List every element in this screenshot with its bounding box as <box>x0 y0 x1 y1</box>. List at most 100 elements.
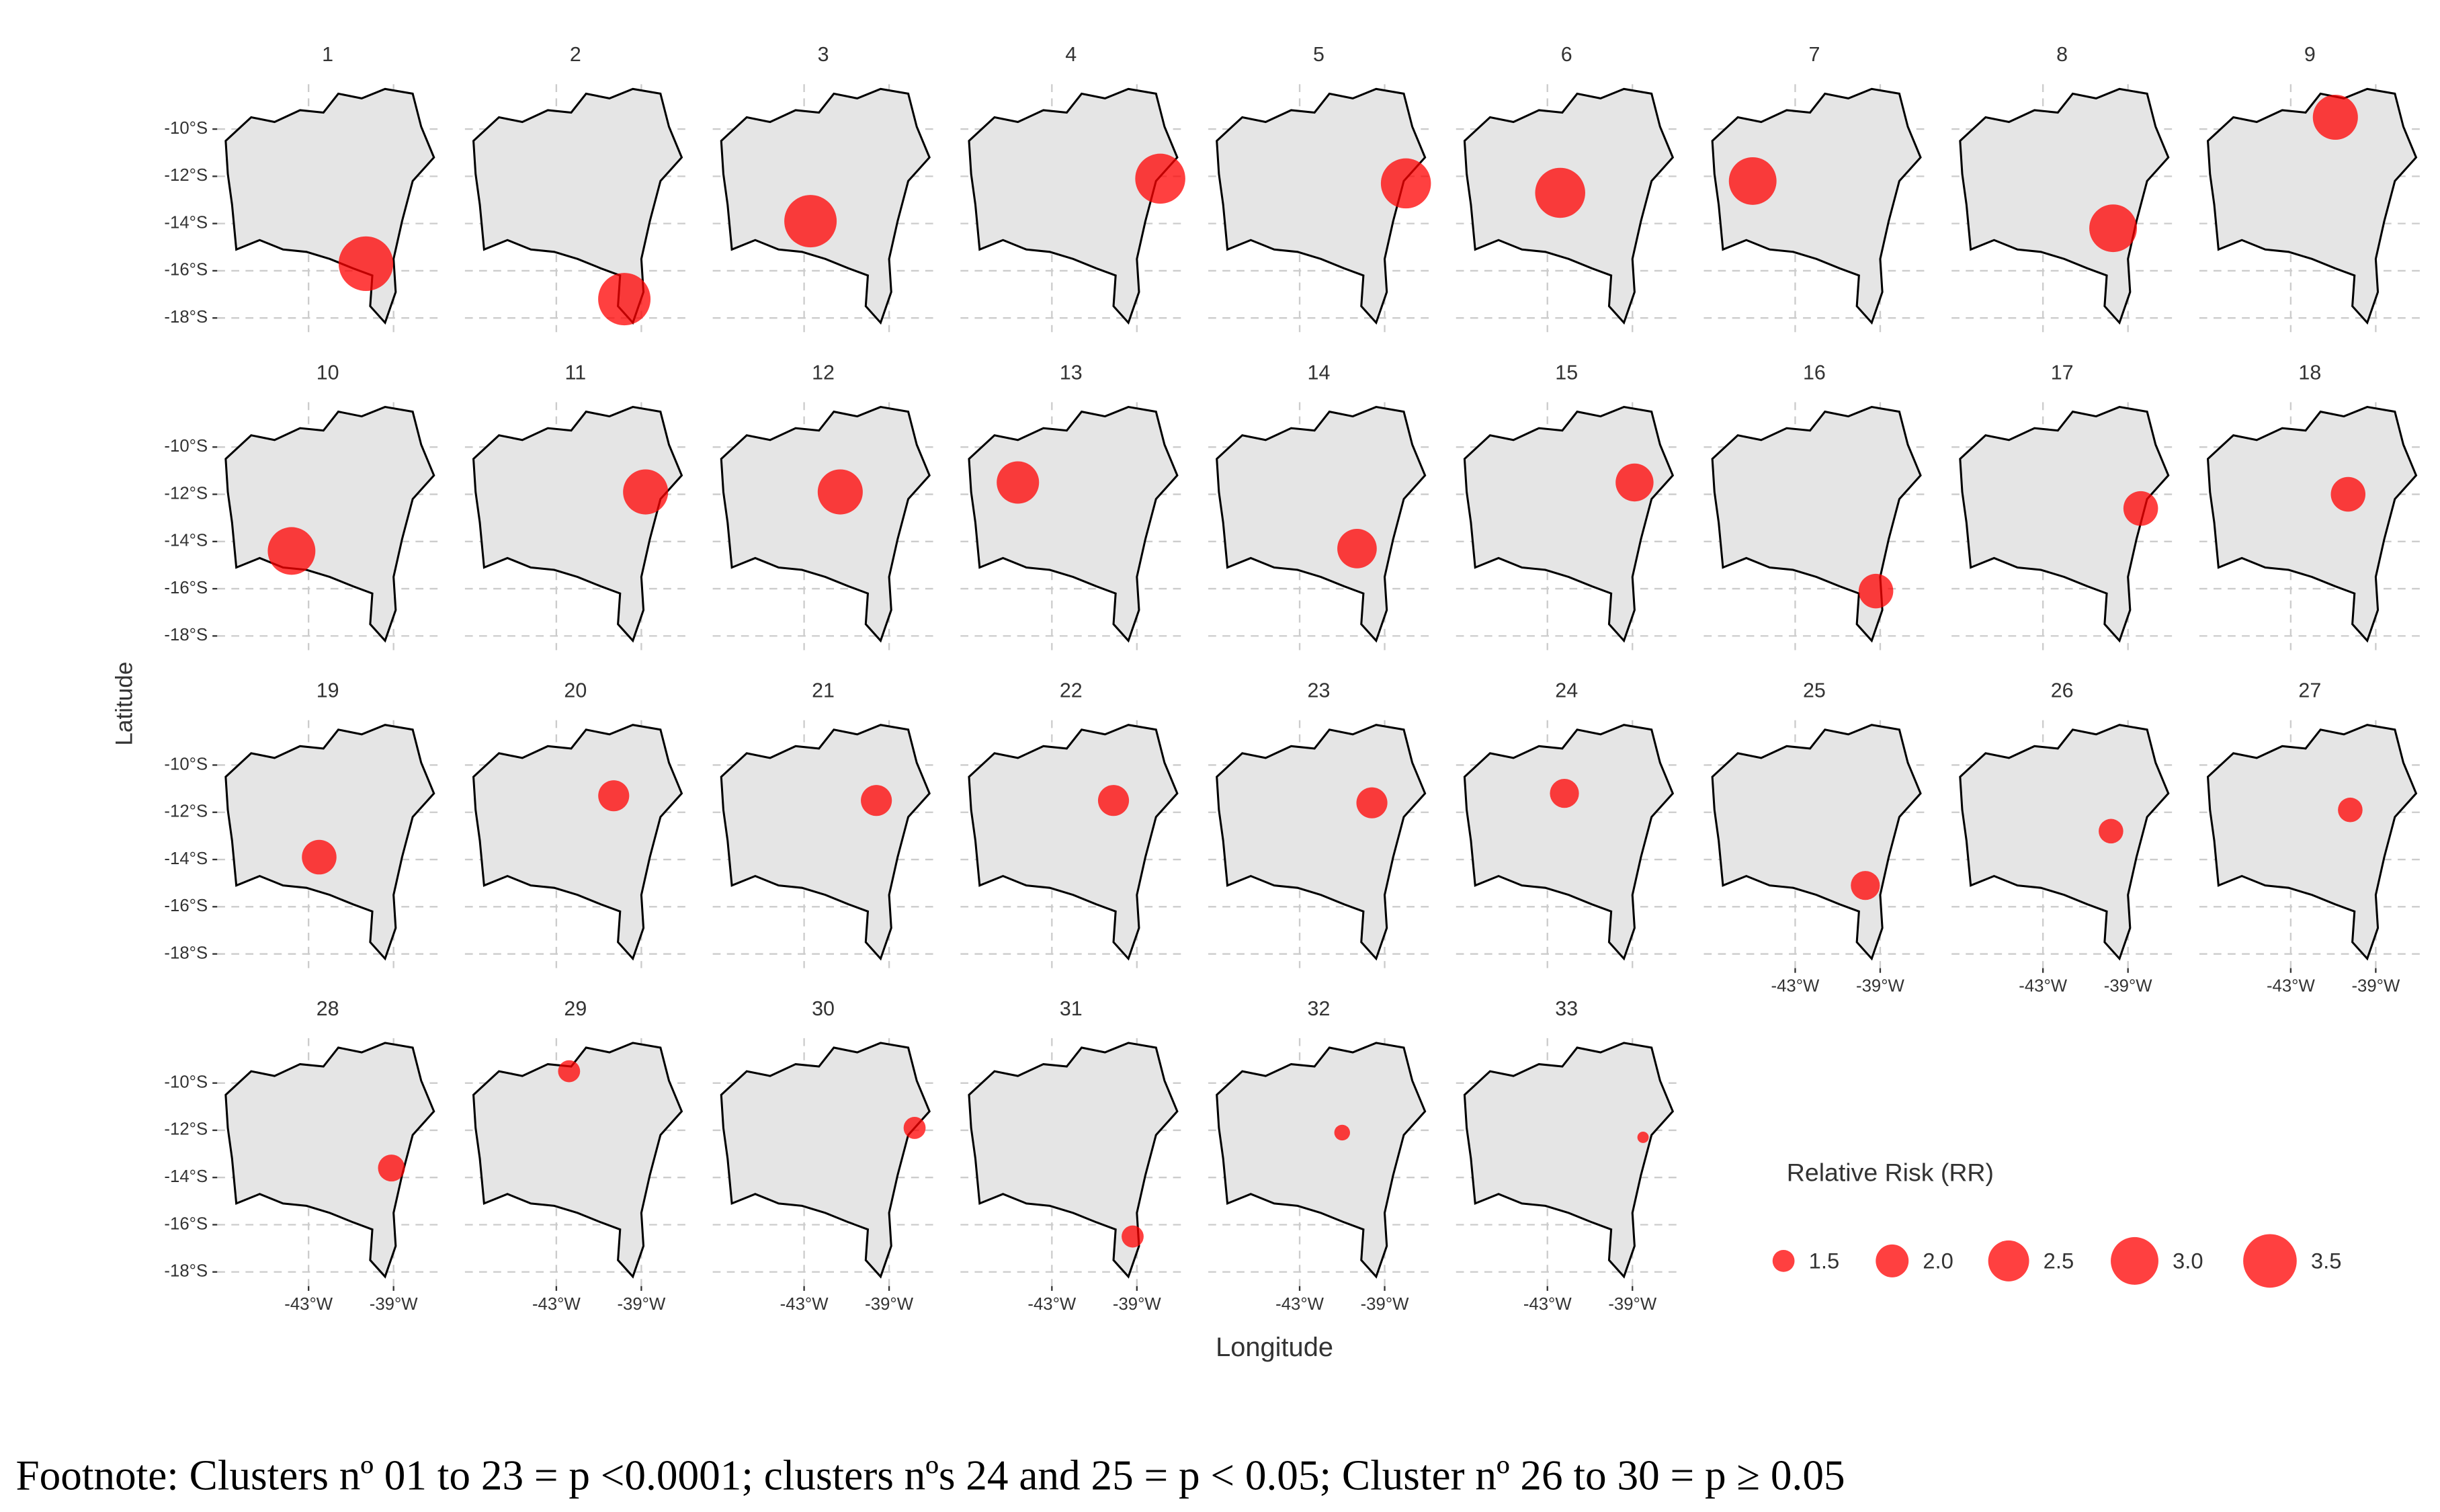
legend-label: 2.5 <box>2044 1248 2074 1273</box>
facet: 2 <box>464 43 686 333</box>
facet-title: 29 <box>564 997 587 1020</box>
facet-title: 2 <box>570 43 581 66</box>
x-tick-label: -43°W <box>1523 1295 1572 1314</box>
state-outline <box>968 1042 1179 1279</box>
cluster-bubble <box>1535 167 1585 218</box>
state-outline <box>2206 405 2418 643</box>
facet: 24 <box>1456 679 1677 968</box>
y-tick-label: -14°S <box>164 1167 208 1186</box>
cluster-bubble <box>1550 779 1579 808</box>
cluster-bubble <box>598 273 651 326</box>
facet: 7 <box>1703 43 1925 333</box>
facet-title: 3 <box>818 43 829 66</box>
facet-title: 26 <box>2051 679 2074 702</box>
facet: 6 <box>1456 43 1677 333</box>
cluster-bubble <box>338 236 394 292</box>
y-tick-label: -10°S <box>164 755 208 773</box>
facet: 16 <box>1703 361 1925 650</box>
facet-title: 28 <box>317 997 339 1020</box>
state-outline <box>1463 1042 1675 1279</box>
facet-title: 5 <box>1313 43 1324 66</box>
state-outline <box>472 1042 683 1279</box>
facet: 30 -43°W -39°W <box>712 997 934 1314</box>
state-outline <box>720 724 931 961</box>
cluster-bubble <box>1380 158 1431 209</box>
state-outline <box>472 87 683 325</box>
facet: 22 <box>960 679 1182 968</box>
facet: 28 -10°S -12°S -14°S -16°S -18°S -43°W -39°W <box>164 997 439 1314</box>
facet-title: 10 <box>317 361 339 384</box>
facet-title: 30 <box>812 997 835 1020</box>
y-tick-label: -16°S <box>164 1214 208 1233</box>
x-tick-label: -43°W <box>780 1295 829 1314</box>
cluster-bubble <box>598 780 630 812</box>
facet: 18 <box>2199 361 2421 650</box>
y-tick-label: -12°S <box>164 166 208 185</box>
y-tick-label: -14°S <box>164 213 208 232</box>
y-tick-label: -10°S <box>164 119 208 138</box>
facet: 8 <box>1951 43 2173 333</box>
legend-label: 3.0 <box>2173 1248 2203 1273</box>
x-tick-label: -39°W <box>2104 977 2153 996</box>
facet: 11 <box>464 361 686 650</box>
y-tick-label: -14°S <box>164 849 208 868</box>
y-tick-label: -12°S <box>164 802 208 821</box>
x-tick-label: -39°W <box>1113 1295 1162 1314</box>
legend-label: 1.5 <box>1809 1248 1840 1273</box>
facet: 33 -43°W -39°W <box>1456 997 1677 1314</box>
facet-title: 31 <box>1060 997 1083 1020</box>
x-tick-label: -43°W <box>2019 977 2068 996</box>
cluster-bubble <box>1615 463 1654 502</box>
cluster-bubble <box>2330 476 2366 512</box>
facet: 19 -10°S -12°S -14°S -16°S -18°S <box>164 679 439 968</box>
state-outline <box>968 87 1179 325</box>
y-tick-label: -10°S <box>164 437 208 456</box>
state-outline <box>720 405 931 643</box>
cluster-bubble <box>784 195 837 248</box>
facet-title: 23 <box>1308 679 1331 702</box>
cluster-bubble <box>1135 153 1185 204</box>
facet-title: 24 <box>1555 679 1578 702</box>
state-outline <box>224 1042 435 1279</box>
y-tick-label: -18°S <box>164 943 208 962</box>
legend-bubble <box>1772 1249 1795 1272</box>
state-outline <box>472 405 683 643</box>
x-tick-label: -43°W <box>284 1295 333 1314</box>
legend-label: 2.0 <box>1923 1248 1953 1273</box>
facet-title: 20 <box>564 679 587 702</box>
facet: 26 -43°W -39°W <box>1951 679 2173 996</box>
x-tick-label: -43°W <box>1027 1295 1077 1314</box>
y-tick-label: -18°S <box>164 1262 208 1281</box>
cluster-bubble <box>1851 871 1880 900</box>
facet: 27 -43°W -39°W <box>2199 679 2421 996</box>
cluster-bubble <box>2099 818 2123 844</box>
facet-title: 13 <box>1060 361 1083 384</box>
facet: 10 -10°S -12°S -14°S -16°S -18°S <box>164 361 439 650</box>
facet: 15 <box>1456 361 1677 650</box>
cluster-bubble <box>558 1060 581 1083</box>
state-outline <box>1711 724 1922 961</box>
cluster-bubble <box>1637 1132 1649 1143</box>
legend-bubble <box>2243 1234 2297 1288</box>
facet-title: 14 <box>1308 361 1331 384</box>
cluster-bubble <box>2338 797 2363 823</box>
facet: 31 -43°W -39°W <box>960 997 1182 1314</box>
state-outline <box>720 1042 931 1279</box>
facet: 1 -10°S -12°S -14°S -16°S -18°S <box>164 43 439 333</box>
state-outline <box>224 405 435 643</box>
facet: 21 <box>712 679 934 968</box>
x-tick-label: -39°W <box>1856 977 1905 996</box>
y-axis-title: Latitude <box>112 662 138 746</box>
y-tick-label: -16°S <box>164 579 208 597</box>
facet-title: 27 <box>2298 679 2321 702</box>
facet-title: 19 <box>317 679 339 702</box>
y-tick-label: -16°S <box>164 896 208 915</box>
x-tick-label: -43°W <box>1771 977 1820 996</box>
facet-title: 8 <box>2056 43 2068 66</box>
facet: 4 <box>960 43 1185 333</box>
x-tick-label: -39°W <box>617 1295 666 1314</box>
state-outline <box>1711 87 1922 325</box>
facet-title: 17 <box>2051 361 2074 384</box>
x-tick-label: -39°W <box>1361 1295 1410 1314</box>
